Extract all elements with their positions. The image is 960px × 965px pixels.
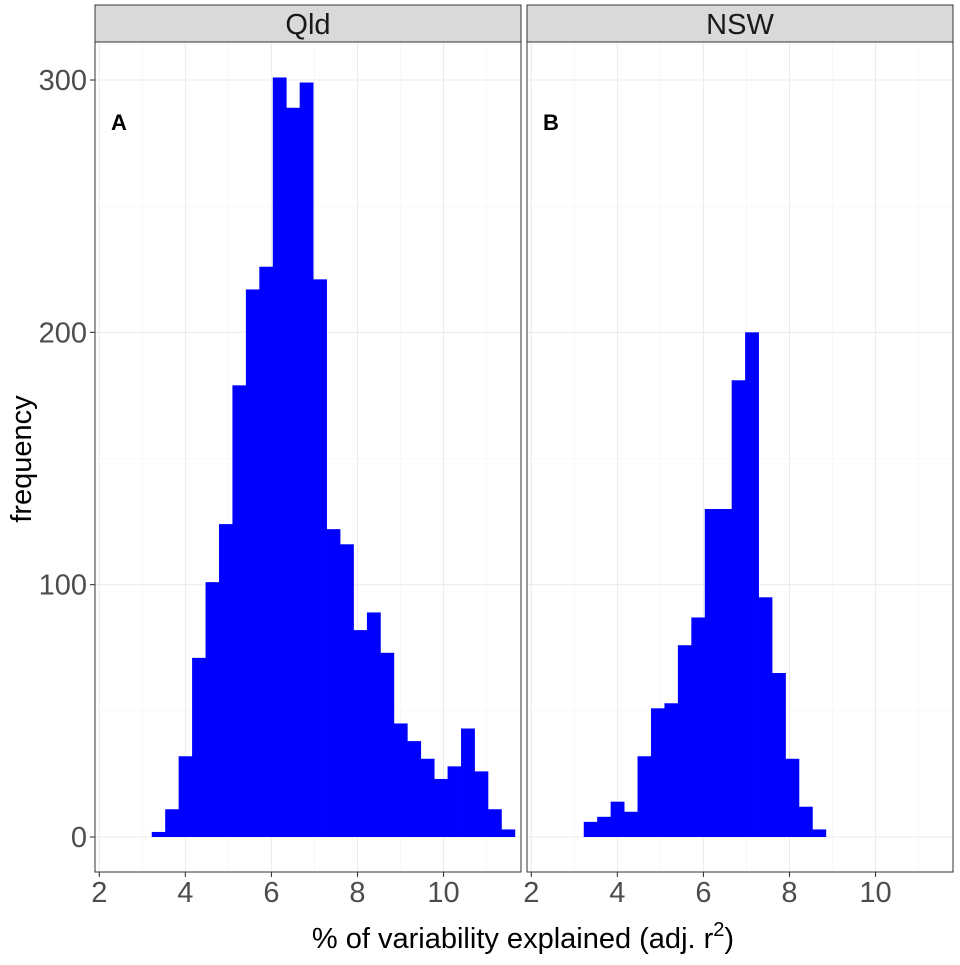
histogram-bar <box>380 652 395 837</box>
histogram-bar <box>340 544 354 837</box>
histogram-bar <box>313 279 327 838</box>
histogram-bar <box>610 801 625 837</box>
histogram-bar <box>624 811 638 837</box>
x-axis-title-close: ) <box>724 923 734 955</box>
x-tick-label: 2 <box>523 877 539 909</box>
strip-label: NSW <box>706 9 774 41</box>
strip-background <box>526 4 954 43</box>
y-tick-label: 200 <box>39 317 87 349</box>
histogram-bar <box>677 645 692 837</box>
histogram-bar <box>785 758 800 837</box>
histogram-bar <box>286 107 301 837</box>
x-tick-label: 4 <box>177 877 193 909</box>
histogram-bar <box>192 657 206 837</box>
histogram-bar <box>691 617 706 837</box>
panel-tag-label: B <box>543 110 559 135</box>
x-tick-label: 6 <box>695 877 711 909</box>
x-tick-label: 8 <box>349 877 365 909</box>
histogram-bar <box>218 524 233 837</box>
histogram-bar <box>597 816 612 837</box>
histogram-bar <box>637 756 652 837</box>
histogram-bar <box>731 380 746 837</box>
histogram-bar <box>245 289 260 837</box>
histogram-bar <box>718 508 733 837</box>
panel-nsw: B NSW 2 4 6 8 10 <box>523 4 954 909</box>
histogram-bar <box>393 723 408 837</box>
x-tick-label: 10 <box>859 877 891 909</box>
histogram-bar <box>487 809 502 837</box>
histogram-bar <box>178 756 193 837</box>
histogram-bar <box>758 597 773 837</box>
histogram-bar <box>704 508 719 837</box>
x-tick-label: 4 <box>609 877 625 909</box>
histogram-bar <box>165 809 180 837</box>
histogram-bar <box>461 728 475 837</box>
x-tick-label: 2 <box>91 877 107 909</box>
y-tick-label: 0 <box>71 822 87 854</box>
histogram-bar <box>232 385 247 837</box>
x-axis-title-main: % of variability explained (adj. r <box>312 923 714 955</box>
histogram-bar <box>420 758 435 837</box>
histogram-bar <box>501 829 516 837</box>
histogram-bar <box>299 82 314 837</box>
histogram-bar <box>745 332 759 837</box>
x-axis-title: % of variability explained (adj. r2) <box>312 919 734 955</box>
y-axis-title: frequency <box>6 395 38 523</box>
histogram-bar <box>650 708 665 837</box>
y-tick-label: 300 <box>39 65 87 97</box>
x-tick-label: 10 <box>427 877 459 909</box>
histogram-bar <box>259 266 274 838</box>
histogram-bar <box>812 829 827 837</box>
histogram-bar <box>583 821 598 837</box>
y-tick-label: 100 <box>39 570 87 602</box>
strip-label: Qld <box>285 9 330 41</box>
histogram-bar <box>664 703 679 837</box>
histogram-bar <box>272 77 287 838</box>
histogram-bar <box>151 831 166 837</box>
histogram-bar <box>326 529 341 837</box>
histogram-bar <box>407 741 422 837</box>
histogram-bar <box>772 672 786 837</box>
x-tick-label: 6 <box>263 877 279 909</box>
histogram-bar <box>798 806 813 837</box>
histogram-bar <box>474 771 489 837</box>
panel-tag-label: A <box>111 110 127 135</box>
strip-background <box>94 4 522 43</box>
x-axis-title-superscript: 2 <box>713 919 724 941</box>
histogram-bar <box>434 778 448 837</box>
histogram-bar <box>447 766 462 837</box>
histogram-bar <box>205 582 220 837</box>
x-tick-label: 8 <box>781 877 797 909</box>
histogram-bar <box>353 630 368 837</box>
histogram-bar <box>366 612 381 837</box>
